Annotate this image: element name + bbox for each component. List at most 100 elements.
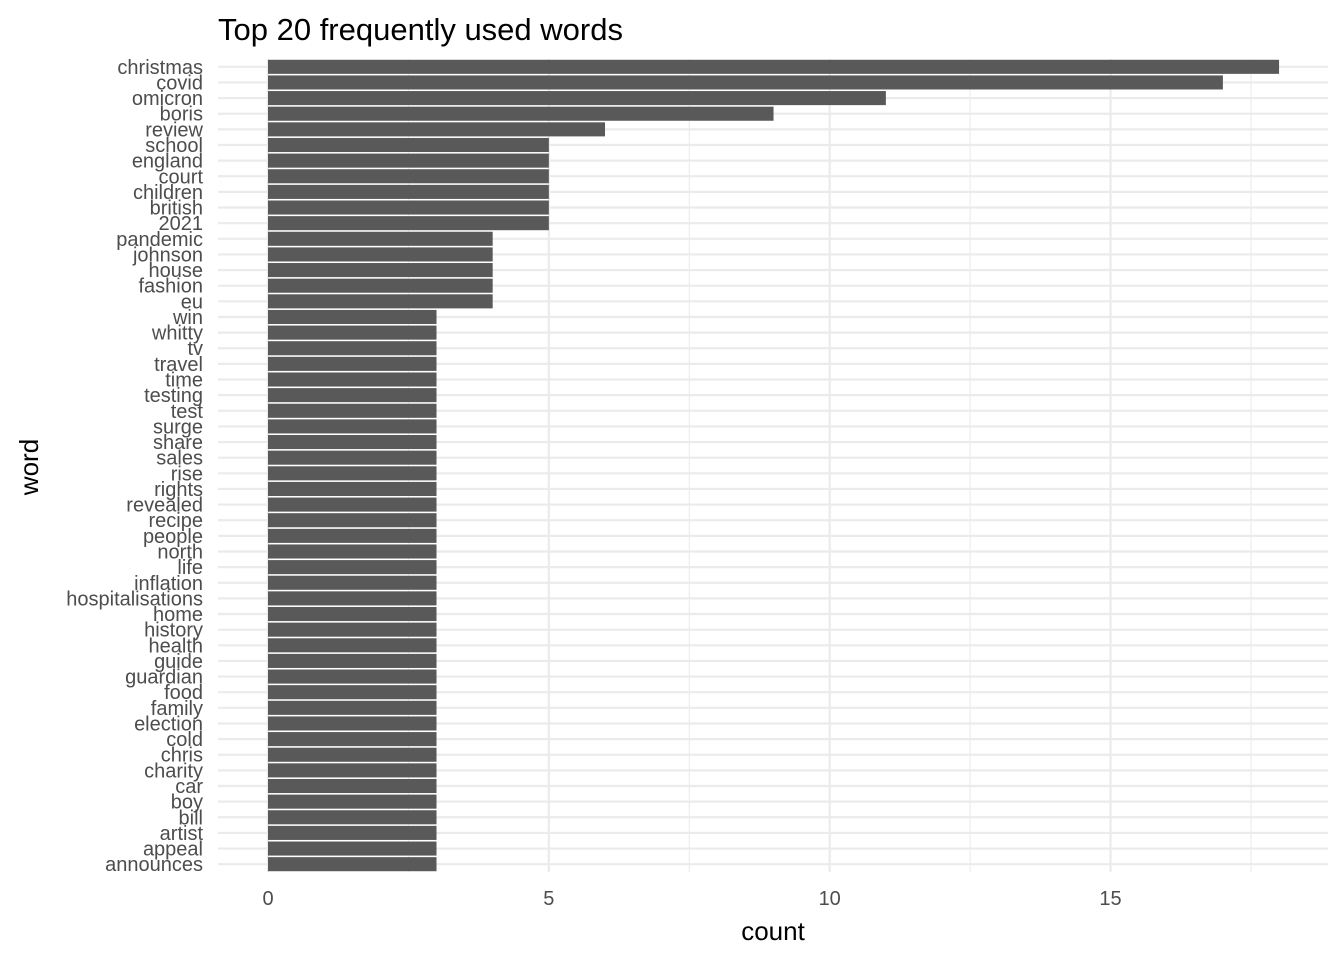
bar-charity (268, 763, 437, 778)
bar-surge (268, 419, 437, 434)
bar-car (268, 778, 437, 794)
bar-artist (268, 825, 437, 840)
y-tick-label: cold (166, 729, 203, 751)
bar-test (268, 403, 437, 418)
bar-covid (268, 75, 1223, 90)
y-tick-label: pandemic (116, 229, 203, 251)
y-tick-label: school (145, 135, 203, 157)
bar-hospitalisations (268, 591, 437, 606)
bar-2021 (268, 216, 549, 231)
y-tick-label: test (171, 401, 204, 423)
bar-travel (268, 356, 437, 371)
y-tick-label: christmas (117, 57, 203, 79)
y-tick-label: rights (154, 479, 203, 501)
y-tick-label: rise (171, 463, 203, 485)
bar-house (268, 263, 493, 278)
bar-guardian (268, 669, 437, 684)
bar-sales (268, 450, 437, 465)
bar-inflation (268, 575, 437, 590)
bar-british (268, 200, 549, 215)
bar-omicron (268, 91, 886, 106)
bar-election (268, 716, 437, 731)
x-tick-label: 10 (819, 888, 841, 910)
y-tick-label: house (149, 260, 204, 282)
y-tick-label: announces (105, 854, 203, 876)
bar-review (268, 122, 606, 137)
y-tick-label: boris (160, 104, 203, 126)
chart-title: Top 20 frequently used words (218, 12, 623, 47)
bar-bill (268, 810, 437, 825)
y-tick-label: covid (156, 72, 203, 94)
y-tick-label: health (149, 635, 204, 657)
bar-fashion (268, 278, 493, 293)
bar-christmas (268, 59, 1280, 74)
y-tick-label: recipe (149, 510, 203, 532)
bar-tv (268, 341, 437, 356)
bar-england (268, 153, 549, 168)
y-tick-label: guide (154, 651, 203, 673)
y-tick-label: share (153, 432, 203, 454)
y-tick-label: sales (156, 448, 203, 470)
bar-north (268, 544, 437, 559)
y-tick-label: testing (144, 385, 203, 407)
y-tick-label: charity (144, 760, 203, 782)
y-tick-label: fashion (139, 276, 204, 298)
bar-guide (268, 653, 437, 668)
y-tick-label: tv (187, 338, 203, 360)
bar-health (268, 638, 437, 653)
y-tick-label: hospitalisations (66, 588, 203, 610)
bar-testing (268, 388, 437, 403)
y-tick-label: home (153, 604, 203, 626)
bar-whitty (268, 325, 437, 340)
bar-announces (268, 857, 437, 872)
y-tick-label: 2021 (159, 213, 204, 235)
y-tick-labels: christmascovidomicronborisreviewschoolen… (66, 57, 203, 876)
bar-revealed (268, 497, 437, 512)
x-tick-labels: 0 5 10 15 (262, 888, 1121, 910)
y-axis-title: word (14, 439, 44, 496)
x-axis-title: count (741, 916, 805, 946)
y-tick-label: people (143, 526, 203, 548)
x-tick-label: 0 (262, 888, 273, 910)
bar-home (268, 606, 437, 622)
bar-children (268, 184, 549, 199)
y-tick-label: travel (154, 354, 203, 376)
y-tick-label: election (134, 713, 203, 735)
y-tick-label: children (133, 182, 203, 204)
bar-family (268, 700, 437, 715)
y-tick-label: win (172, 307, 203, 329)
bar-history (268, 622, 437, 637)
bar-boris (268, 106, 774, 121)
y-tick-label: bill (179, 807, 203, 829)
y-tick-label: boy (171, 792, 203, 814)
bar-appeal (268, 841, 437, 856)
bar-school (268, 137, 549, 153)
bar-win (268, 309, 437, 325)
y-tick-label: revealed (126, 495, 203, 517)
y-tick-label: time (165, 370, 203, 392)
y-tick-label: life (177, 557, 203, 579)
bar-people (268, 528, 437, 543)
y-tick-label: north (157, 541, 203, 563)
y-tick-label: artist (160, 823, 204, 845)
y-tick-label: appeal (143, 839, 203, 861)
y-tick-label: johnson (132, 244, 203, 266)
bar-court (268, 169, 549, 184)
bar-pandemic (268, 231, 493, 246)
bar-johnson (268, 247, 493, 262)
y-tick-label: eu (181, 291, 203, 313)
y-tick-label: review (145, 119, 203, 141)
y-tick-label: surge (153, 416, 203, 438)
bar-cold (268, 732, 437, 747)
y-tick-label: family (151, 698, 203, 720)
y-tick-label: car (175, 776, 203, 798)
y-tick-label: court (159, 166, 204, 188)
y-tick-label: british (150, 198, 203, 220)
bar-eu (268, 294, 493, 309)
y-tick-label: omicron (132, 88, 203, 110)
y-tick-label: whitty (151, 323, 203, 345)
y-tick-label: guardian (125, 667, 203, 689)
bar-chris (268, 747, 437, 762)
y-tick-label: chris (161, 745, 203, 767)
